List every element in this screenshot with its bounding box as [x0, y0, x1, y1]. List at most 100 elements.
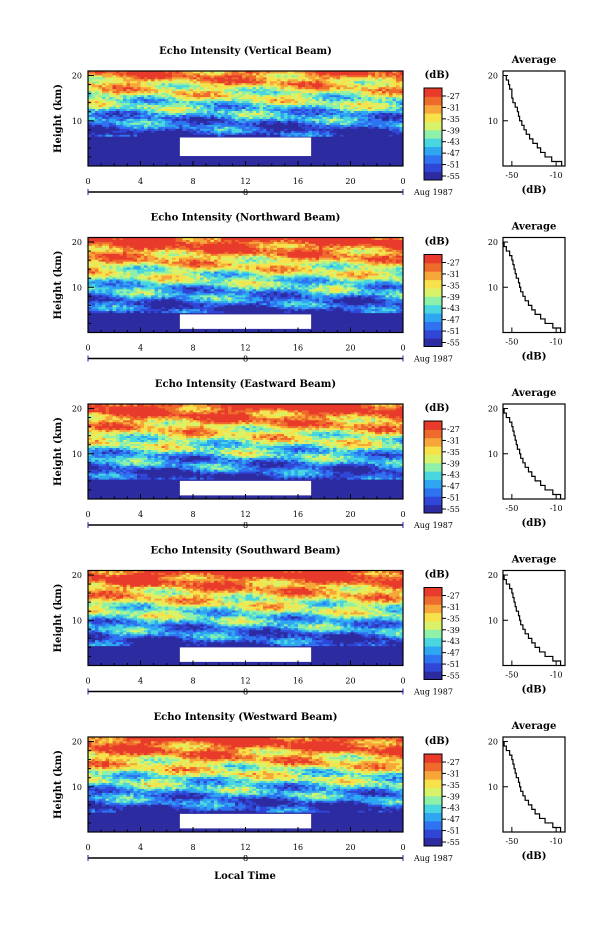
heatmap-cell	[315, 96, 320, 100]
heatmap-cell	[172, 76, 176, 80]
heatmap-cell	[371, 104, 376, 108]
heatmap-cell	[133, 146, 138, 149]
heatmap-cell	[340, 140, 344, 143]
heatmap-cell	[133, 98, 138, 102]
heatmap-cell	[116, 130, 120, 133]
heatmap-cell	[361, 96, 365, 100]
heatmap-cell	[259, 124, 264, 127]
heatmap-cell	[263, 108, 267, 111]
heatmap-cell	[298, 104, 302, 108]
heatmap-cell	[175, 160, 180, 163]
heatmap-cell	[154, 112, 159, 115]
heatmap-cell	[354, 140, 358, 143]
heatmap-cell	[140, 140, 145, 143]
heatmap-cell	[385, 94, 390, 98]
heatmap-cell	[326, 148, 330, 151]
heatmap-cell	[378, 118, 383, 121]
heatmap-cell	[221, 84, 225, 88]
heatmap-cell	[333, 108, 337, 111]
heatmap-cell	[284, 116, 288, 119]
heatmap-cell	[333, 104, 337, 108]
heatmap-cell	[249, 88, 253, 92]
heatmap-cell	[161, 142, 166, 145]
heatmap-cell	[168, 156, 173, 159]
heatmap-cell	[235, 98, 239, 102]
heatmap-cell	[231, 122, 236, 125]
heatmap-cell	[305, 86, 309, 90]
heatmap-cell	[343, 104, 348, 108]
heatmap-cell	[273, 100, 278, 104]
heatmap-cell	[221, 156, 225, 159]
heatmap-cell	[291, 102, 295, 106]
heatmap-cell	[277, 128, 281, 131]
heatmap-cell	[371, 86, 376, 90]
heatmap-cell	[172, 136, 176, 139]
heatmap-cell	[235, 162, 239, 165]
heatmap-cell	[207, 82, 211, 86]
heatmap-cell	[112, 92, 117, 96]
heatmap-cell	[119, 140, 124, 143]
heatmap-cell	[256, 130, 260, 133]
heatmap-cell	[95, 78, 99, 82]
heatmap-cell	[161, 126, 166, 129]
heatmap-cell	[301, 82, 306, 86]
heatmap-cell	[371, 126, 376, 129]
heatmap-cell	[91, 122, 96, 125]
heatmap-cell	[382, 88, 386, 92]
heatmap-cell	[312, 164, 316, 167]
heatmap-cell	[371, 118, 376, 121]
heatmap-cell	[347, 142, 351, 145]
heatmap-cell	[200, 76, 204, 80]
heatmap-cell	[350, 86, 355, 90]
heatmap-cell	[126, 128, 131, 131]
heatmap-cell	[98, 130, 103, 133]
heatmap-cell	[357, 154, 362, 157]
heatmap-cell	[245, 130, 250, 133]
heatmap-cell	[312, 142, 316, 145]
heatmap-cell	[340, 152, 344, 155]
heatmap-cell	[396, 144, 400, 147]
heatmap-cell	[224, 94, 229, 98]
heatmap-cell	[305, 92, 309, 96]
heatmap-cell	[95, 110, 99, 113]
heatmap-cell	[389, 110, 393, 113]
heatmap-cell	[200, 164, 204, 167]
heatmap-cell	[245, 102, 250, 106]
heatmap-cell	[217, 122, 222, 125]
heatmap-cell	[266, 98, 271, 102]
heatmap-cell	[319, 130, 323, 133]
heatmap-cell	[112, 132, 117, 135]
heatmap-cell	[347, 162, 351, 165]
heatmap-cell	[399, 138, 404, 141]
heatmap-cell	[333, 80, 337, 84]
heatmap-cell	[123, 158, 127, 161]
heatmap-cell	[154, 96, 159, 100]
heatmap-cell	[196, 88, 201, 92]
heatmap-cell	[147, 116, 152, 119]
heatmap-cell	[228, 78, 232, 82]
heatmap-cell	[326, 86, 330, 90]
heatmap-cell	[298, 116, 302, 119]
heatmap-cell	[392, 94, 397, 98]
heatmap-cell	[200, 82, 204, 86]
heatmap-cell	[357, 96, 362, 100]
heatmap-cell	[228, 80, 232, 84]
heatmap-cell	[221, 158, 225, 161]
heatmap-cell	[375, 76, 379, 80]
heatmap-cell	[308, 110, 313, 113]
heatmap-cell	[291, 134, 295, 137]
heatmap-cell	[273, 134, 278, 137]
heatmap-cell	[210, 118, 215, 121]
heatmap-cell	[175, 80, 180, 84]
heatmap-cell	[158, 110, 162, 113]
heatmap-cell	[105, 126, 110, 129]
heatmap-cell	[235, 130, 239, 133]
heatmap-cell	[165, 142, 169, 145]
heatmap-cell	[189, 130, 194, 133]
heatmap-cell	[161, 130, 166, 133]
heatmap-cell	[231, 160, 236, 163]
heatmap-cell	[294, 96, 299, 100]
heatmap-cell	[329, 106, 334, 110]
heatmap-cell	[109, 112, 113, 115]
heatmap-cell	[116, 150, 120, 153]
